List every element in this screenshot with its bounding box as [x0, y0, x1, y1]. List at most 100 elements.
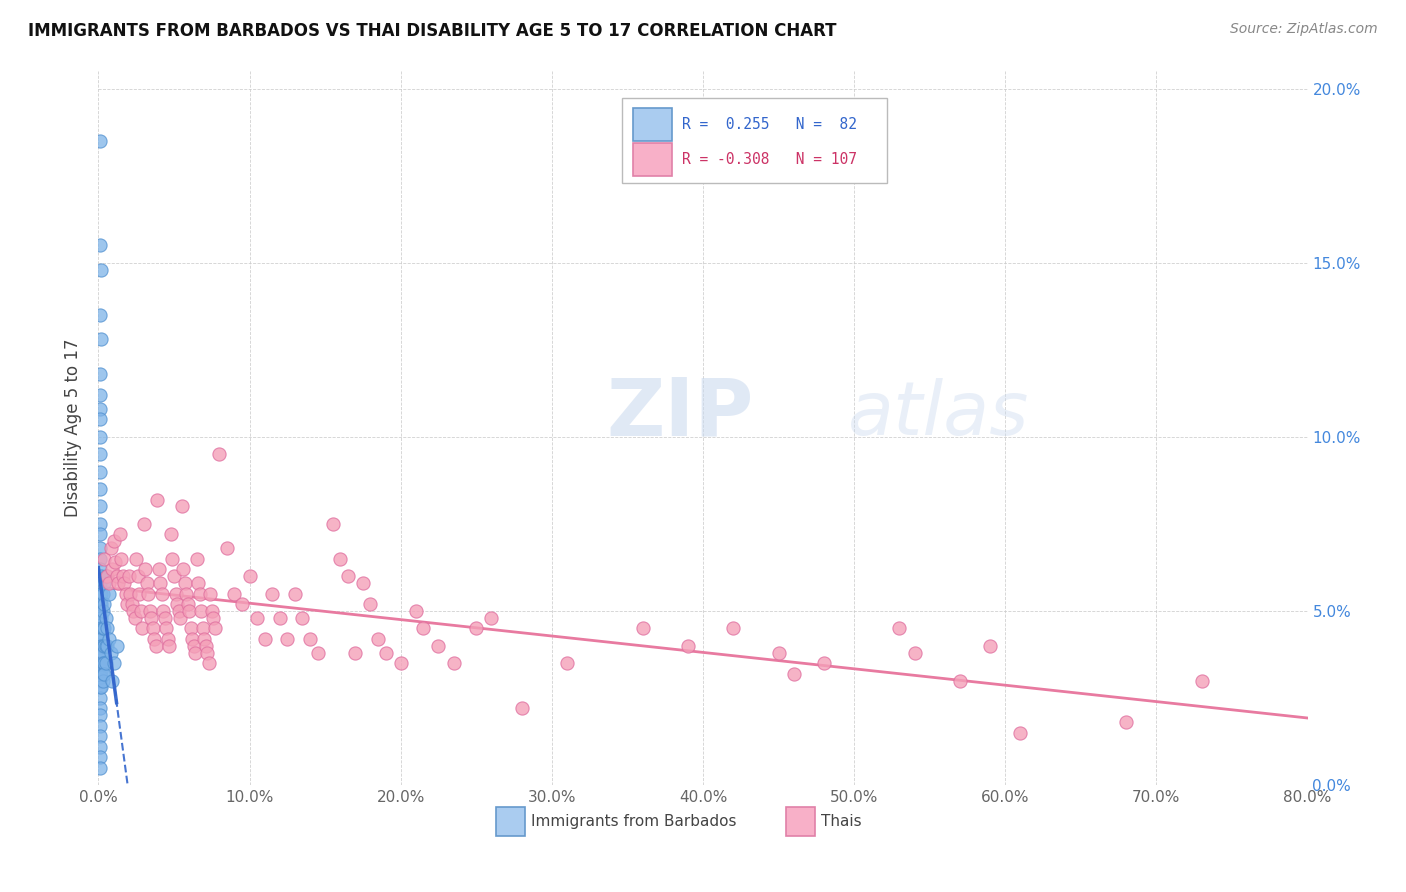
Point — [262, 586, 284, 600]
Point — [224, 586, 246, 600]
Point — [173, 576, 195, 591]
Point — [90, 597, 112, 611]
Point — [93, 656, 115, 670]
Point — [1191, 673, 1213, 688]
Point — [89, 659, 111, 673]
Point — [163, 569, 186, 583]
Point — [100, 541, 122, 556]
Point — [89, 388, 111, 402]
Point — [89, 368, 111, 382]
Point — [344, 646, 367, 660]
Point — [159, 639, 181, 653]
Point — [291, 611, 314, 625]
Point — [101, 562, 124, 576]
Point — [443, 656, 465, 670]
Point — [276, 632, 298, 646]
Point — [146, 492, 169, 507]
Point — [155, 621, 177, 635]
Text: ZIP: ZIP — [606, 375, 754, 453]
Point — [89, 500, 111, 514]
Point — [89, 465, 111, 479]
Point — [322, 516, 344, 531]
Point — [90, 681, 112, 695]
Point — [120, 586, 142, 600]
Point — [90, 663, 112, 677]
Point — [510, 701, 533, 715]
Point — [91, 666, 114, 681]
Point — [105, 639, 128, 653]
Point — [195, 646, 218, 660]
Point — [112, 576, 135, 591]
Point — [131, 621, 153, 635]
Point — [96, 639, 118, 653]
Point — [979, 639, 1001, 653]
Point — [94, 639, 117, 653]
Point — [184, 646, 207, 660]
FancyBboxPatch shape — [633, 109, 672, 141]
Point — [136, 586, 159, 600]
Point — [90, 670, 112, 684]
Point — [90, 586, 112, 600]
Point — [329, 551, 352, 566]
Point — [904, 646, 927, 660]
Point — [183, 639, 205, 653]
Point — [367, 632, 389, 646]
Point — [98, 632, 121, 646]
Point — [90, 262, 112, 277]
Point — [197, 656, 219, 670]
Point — [89, 617, 111, 632]
Point — [111, 569, 134, 583]
FancyBboxPatch shape — [786, 807, 815, 836]
Point — [90, 569, 112, 583]
Point — [118, 569, 141, 583]
Point — [89, 611, 111, 625]
Point — [93, 597, 115, 611]
Point — [231, 597, 253, 611]
Point — [91, 586, 114, 600]
Point — [110, 551, 132, 566]
Point — [135, 576, 157, 591]
Point — [170, 500, 193, 514]
Point — [96, 621, 118, 635]
Point — [412, 621, 434, 635]
Point — [89, 541, 111, 556]
Point — [167, 604, 190, 618]
Point — [813, 656, 835, 670]
Point — [121, 597, 143, 611]
Point — [107, 576, 129, 591]
Point — [427, 639, 450, 653]
Point — [129, 604, 152, 618]
FancyBboxPatch shape — [496, 807, 526, 836]
Point — [89, 739, 111, 754]
Point — [128, 586, 150, 600]
Point — [125, 551, 148, 566]
Point — [93, 639, 115, 653]
Point — [176, 597, 198, 611]
Point — [108, 527, 131, 541]
Point — [239, 569, 262, 583]
Point — [98, 576, 121, 591]
Point — [94, 569, 117, 583]
Point — [93, 551, 115, 566]
Point — [204, 621, 226, 635]
Point — [89, 604, 111, 618]
Point — [89, 681, 111, 695]
Point — [389, 656, 412, 670]
Point — [193, 632, 215, 646]
Text: IMMIGRANTS FROM BARBADOS VS THAI DISABILITY AGE 5 TO 17 CORRELATION CHART: IMMIGRANTS FROM BARBADOS VS THAI DISABIL… — [28, 22, 837, 40]
Point — [96, 569, 118, 583]
Point — [179, 604, 201, 618]
Point — [162, 551, 184, 566]
Point — [194, 639, 217, 653]
Point — [188, 586, 211, 600]
Point — [89, 412, 111, 426]
Point — [253, 632, 276, 646]
Point — [93, 666, 115, 681]
Point — [150, 586, 173, 600]
Point — [91, 639, 114, 653]
Point — [405, 604, 427, 618]
Point — [98, 586, 121, 600]
Point — [153, 611, 176, 625]
Point — [89, 719, 111, 733]
Point — [555, 656, 578, 670]
